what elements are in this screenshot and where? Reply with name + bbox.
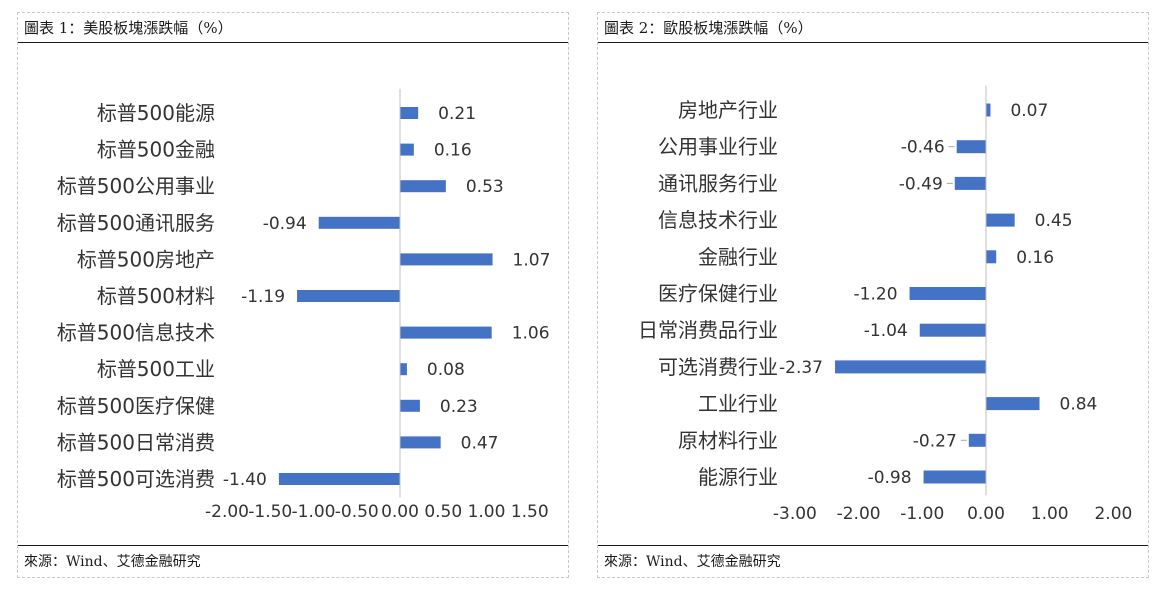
category-label: 信息技术行业	[658, 208, 778, 232]
bar	[909, 287, 986, 300]
category-label: 公用事业行业	[658, 135, 778, 159]
category-label: 可选消费行业	[658, 355, 778, 379]
category-label: 能源行业	[698, 465, 778, 489]
category-label: 标普500能源	[97, 101, 215, 125]
source-note: 來源：Wind、艾德金融研究	[18, 545, 568, 579]
data-label: 0.53	[466, 177, 504, 197]
bar	[986, 103, 991, 117]
data-label: -0.49	[899, 174, 943, 194]
bar	[400, 436, 441, 449]
category-label: 通讯服务行业	[658, 171, 778, 195]
data-label: 0.47	[461, 433, 499, 453]
bar	[956, 140, 986, 154]
data-label: 0.23	[440, 397, 478, 417]
data-label: -0.27	[913, 431, 957, 451]
category-label: 标普500医疗保健	[57, 394, 215, 418]
category-label: 标普500金融	[97, 138, 215, 162]
chart-panel-eu: 圖表 2：歐股板塊漲跌幅（%） 房地产行业 0.07 公用事业行业 -0.46 通讯服务…	[597, 12, 1149, 578]
us-sector-bar-chart: 标普500能源 0.21 标普500金融 0.16 标普500公用事业 0.53 标普500…	[57, 88, 551, 522]
data-label: -1.40	[223, 470, 267, 490]
bar	[400, 399, 420, 412]
category-label: 金融行业	[698, 245, 778, 269]
category-label: 医疗保健行业	[658, 282, 778, 306]
tick-label: -1.50	[248, 502, 292, 522]
data-label: -1.04	[864, 321, 908, 341]
tick-label: -1.00	[900, 504, 944, 524]
bar	[278, 473, 400, 485]
chart-panel-us: 圖表 1：美股板塊漲跌幅（%） 标普500能源 0.21 标普500金融 0.16 标普…	[17, 12, 569, 578]
tick-label: 0.00	[967, 504, 1005, 524]
bar	[400, 363, 407, 376]
category-label: 房地产行业	[678, 98, 778, 122]
data-label: -1.19	[241, 287, 285, 307]
data-label: 1.07	[513, 250, 551, 270]
bar	[297, 290, 400, 302]
tick-label: 1.00	[1031, 504, 1069, 524]
bar	[919, 323, 986, 337]
data-label: 0.16	[434, 141, 472, 161]
tick-label: 1.00	[468, 502, 506, 522]
tick-label: -3.00	[773, 504, 817, 524]
data-label: 0.21	[438, 104, 476, 124]
eu-sector-bar-chart: 房地产行业 0.07 公用事业行业 -0.46 通讯服务行业 -0.49 信息技术行业 0.4…	[638, 85, 1132, 524]
data-label: -0.46	[901, 138, 945, 158]
bar	[400, 326, 492, 339]
bar	[400, 143, 414, 156]
data-label: -2.37	[779, 358, 823, 378]
category-label: 标普500信息技术	[57, 321, 215, 345]
bar	[400, 107, 419, 119]
data-label: 0.08	[427, 360, 465, 380]
category-label: 日常消费品行业	[638, 318, 778, 342]
category-label: 标普500房地产	[77, 247, 215, 271]
data-label: -1.20	[854, 285, 898, 305]
bar	[968, 433, 986, 447]
tick-label: 2.00	[1094, 504, 1132, 524]
category-label: 工业行业	[698, 392, 778, 416]
bar	[400, 253, 493, 266]
category-label: 标普500可选消费	[57, 467, 215, 491]
bar	[986, 250, 997, 264]
bar	[954, 176, 986, 190]
bar	[400, 180, 446, 193]
category-label: 标普500通讯服务	[57, 211, 215, 235]
source-note: 來源：Wind、艾德金融研究	[598, 545, 1148, 579]
tick-label: -2.00	[837, 504, 881, 524]
category-label: 标普500日常消费	[57, 430, 215, 454]
category-label: 原材料行业	[678, 428, 778, 452]
bar	[986, 397, 1040, 411]
data-label: 0.84	[1060, 395, 1098, 415]
bar	[923, 470, 986, 484]
category-label: 标普500材料	[97, 284, 215, 308]
tick-label: 0.50	[424, 502, 462, 522]
tick-label: -2.00	[205, 502, 249, 522]
category-label: 标普500工业	[97, 357, 215, 381]
tick-label: -0.50	[335, 502, 379, 522]
tick-label: -1.00	[292, 502, 336, 522]
bar	[318, 216, 400, 229]
data-label: 0.07	[1010, 101, 1048, 121]
data-label: 0.45	[1035, 211, 1073, 231]
data-label: -0.98	[868, 468, 912, 488]
bar	[835, 360, 986, 374]
tick-label: 0.00	[381, 502, 419, 522]
tick-label: 1.50	[511, 502, 549, 522]
panel-title: 圖表 2：歐股板塊漲跌幅（%）	[598, 13, 1148, 43]
data-label: 1.06	[512, 324, 550, 344]
data-label: 0.16	[1016, 248, 1054, 268]
category-label: 标普500公用事业	[57, 174, 215, 198]
panel-title: 圖表 1：美股板塊漲跌幅（%）	[18, 13, 568, 43]
data-label: -0.94	[263, 214, 307, 234]
bar	[986, 213, 1015, 227]
